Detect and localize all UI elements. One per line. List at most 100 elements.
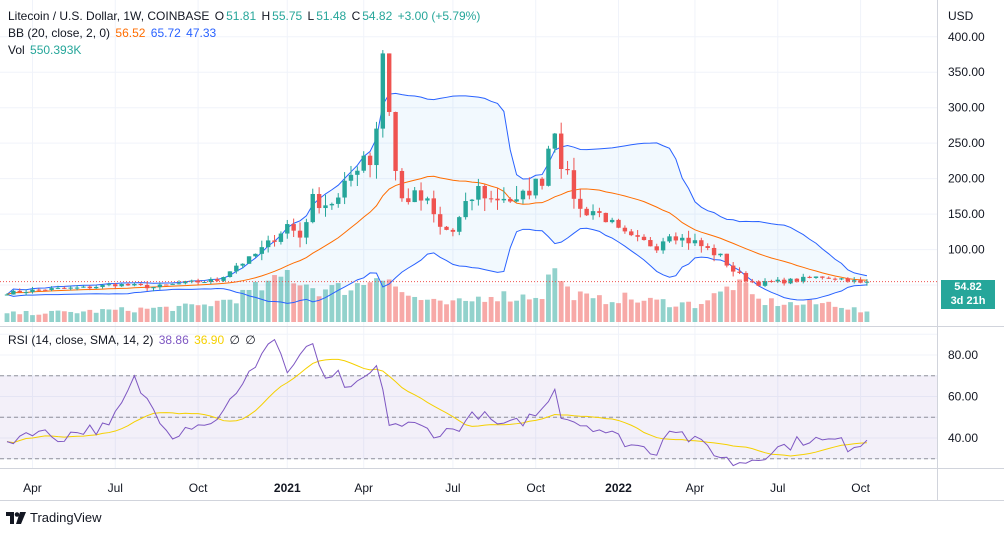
volume-bar xyxy=(482,301,488,322)
volume-bar xyxy=(775,306,781,322)
candle-body xyxy=(36,289,42,291)
time-tick-label: 2021 xyxy=(274,481,301,495)
candle-body xyxy=(667,236,672,242)
candle-body xyxy=(660,241,666,251)
bollinger-fill xyxy=(7,93,867,304)
candle-body xyxy=(355,170,360,175)
time-tick-label: Oct xyxy=(189,481,208,495)
volume-bar xyxy=(673,306,679,322)
volume-bar xyxy=(845,309,851,322)
volume-bar xyxy=(214,300,220,322)
candle-body xyxy=(431,198,436,215)
candle-body xyxy=(527,190,532,196)
rsi-value: 38.86 xyxy=(158,333,189,347)
price-tick-label: 350.00 xyxy=(948,65,985,79)
time-tick-label: Jul xyxy=(770,481,785,495)
open-value: 51.81 xyxy=(226,9,257,23)
high-value: 55.75 xyxy=(272,9,303,23)
bb-legend[interactable]: BB (20, close, 2, 0) 56.52 65.72 47.33 xyxy=(8,26,218,40)
currency-label[interactable]: USD xyxy=(948,9,974,23)
symbol-title[interactable]: Litecoin / U.S. Dollar, 1W, COINBASE xyxy=(8,9,210,23)
volume-bar xyxy=(584,293,590,322)
bb-upper-value: 65.72 xyxy=(150,26,181,40)
candle-body xyxy=(272,240,277,242)
volume-bar xyxy=(163,306,169,322)
volume-bar xyxy=(405,295,411,322)
candle-body xyxy=(393,111,398,171)
volume-bar xyxy=(679,302,685,322)
volume-bar xyxy=(316,296,322,322)
candle-body xyxy=(775,279,780,282)
volume-bar xyxy=(81,311,86,322)
candle-body xyxy=(138,283,143,285)
candle-body xyxy=(686,237,691,244)
volume-bar xyxy=(170,310,176,322)
price-tick-label: 400.00 xyxy=(948,30,985,44)
bb-lower-line xyxy=(6,227,867,304)
volume-bar xyxy=(667,307,672,322)
bollinger-lines xyxy=(6,92,868,304)
candle-body xyxy=(11,290,16,295)
candle-body xyxy=(737,271,742,273)
candle-body xyxy=(297,230,303,238)
vol-legend[interactable]: Vol 550.393K xyxy=(8,43,83,57)
volume-bar xyxy=(749,294,755,322)
candle-body xyxy=(495,198,500,201)
volume-bar xyxy=(501,291,507,322)
rsi-ma-value: 36.90 xyxy=(194,333,225,347)
volume-bar xyxy=(23,310,29,322)
last-price-value: 54.82 xyxy=(954,281,982,293)
volume-bar xyxy=(17,314,23,322)
volume-bar xyxy=(310,288,316,322)
candle-body xyxy=(711,247,717,256)
volume-bar xyxy=(577,291,583,322)
volume-bar xyxy=(737,279,742,322)
volume-bar xyxy=(826,301,832,322)
candle-body xyxy=(43,289,48,291)
rsi-na-2: ∅ xyxy=(245,333,256,347)
open-label: O xyxy=(214,9,225,23)
candle-body xyxy=(68,287,73,289)
vol-label: Vol xyxy=(8,43,25,57)
time-tick-label: Apr xyxy=(686,481,705,495)
candle-body xyxy=(329,203,335,206)
time-tick-label: Apr xyxy=(23,481,42,495)
candle-body xyxy=(533,178,538,196)
candle-body xyxy=(635,235,640,237)
volume-bar xyxy=(125,310,131,322)
bb-fill-area xyxy=(7,93,867,304)
time-tick-label: 2022 xyxy=(605,481,632,495)
candle-body xyxy=(788,278,793,284)
volume-bar xyxy=(151,307,156,322)
candle-body xyxy=(164,284,169,286)
candle-body xyxy=(629,231,634,236)
price-tick-label: 250.00 xyxy=(948,136,985,150)
candle-body xyxy=(826,277,831,279)
volume-bar xyxy=(609,302,615,322)
rsi-line xyxy=(6,338,868,467)
volume-bar xyxy=(386,279,392,322)
volume-bar xyxy=(425,299,430,322)
candle-body xyxy=(508,198,513,202)
candle-body xyxy=(399,170,405,199)
volume-bar xyxy=(628,299,634,322)
candle-body xyxy=(278,233,284,242)
volume-bar xyxy=(361,284,367,322)
candle-body xyxy=(49,288,54,290)
volume-bars xyxy=(4,268,870,322)
candle-body xyxy=(425,198,430,201)
candle-body xyxy=(699,240,704,247)
candle-body xyxy=(342,180,347,198)
candle-body xyxy=(119,284,124,287)
candle-body xyxy=(858,280,863,283)
volume-bar xyxy=(100,309,105,322)
volume-bar xyxy=(233,303,239,322)
volume-bar xyxy=(323,289,328,322)
volume-bar xyxy=(348,290,354,322)
rsi-legend[interactable]: RSI (14, close, SMA, 14, 2) 38.86 36.90 … xyxy=(8,333,258,347)
tradingview-logo[interactable]: TradingView xyxy=(6,510,102,525)
volume-bar xyxy=(412,296,418,322)
volume-bar xyxy=(431,298,437,322)
candle-body xyxy=(291,224,296,231)
